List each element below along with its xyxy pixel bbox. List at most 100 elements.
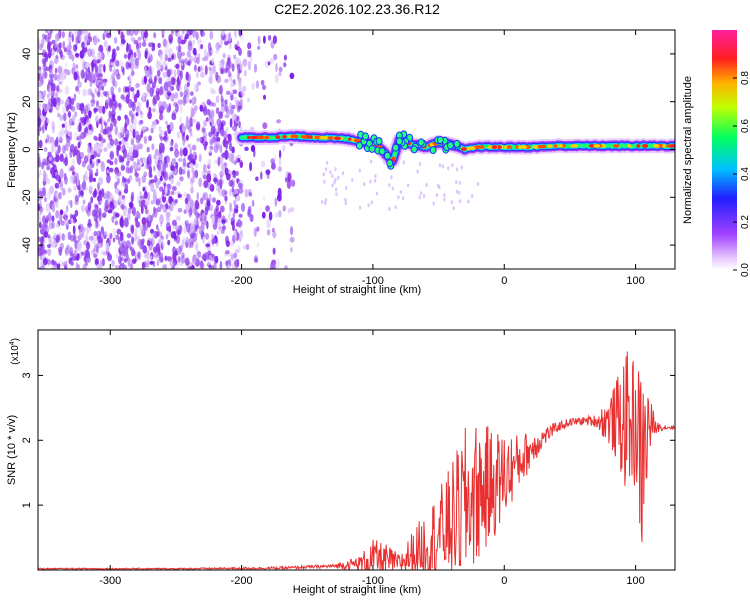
noise-speck (143, 171, 147, 178)
noise-speck (43, 107, 49, 112)
noise-speck (93, 135, 98, 141)
noise-speck (228, 60, 232, 69)
noise-speck (38, 72, 41, 81)
noise-speck (215, 71, 219, 82)
noise-speck (84, 186, 88, 191)
noise-speck (72, 149, 76, 158)
noise-speck (182, 162, 188, 170)
noise-speck (212, 89, 216, 95)
noise-speck (189, 133, 194, 139)
noise-speck (159, 130, 164, 136)
noise-speck (236, 63, 241, 71)
noise-speck (64, 260, 68, 267)
noise-speck (106, 234, 109, 239)
noise-speck (149, 228, 155, 234)
noise-speck (193, 50, 197, 56)
spectrogram-y-tick-label: -40 (21, 237, 33, 253)
noise-speck (97, 136, 103, 142)
noise-speck (290, 179, 296, 187)
noise-speck (74, 111, 78, 118)
noise-speck (214, 255, 219, 264)
noise-speck (96, 264, 101, 269)
noise-speck (126, 233, 132, 239)
noise-speck (108, 110, 112, 119)
noise-speck (103, 147, 108, 152)
noise-speck (73, 234, 77, 243)
noise-speck (91, 162, 95, 169)
noise-speck (216, 199, 221, 206)
noise-speck (102, 91, 108, 96)
snr-scale-factor: (x104) (9, 338, 21, 365)
noise-speck (215, 49, 220, 54)
noise-speck (122, 139, 126, 146)
signal-hotspot (517, 145, 524, 149)
noise-speck (144, 208, 149, 215)
noise-speck (101, 85, 105, 91)
noise-speck (44, 217, 49, 224)
noise-speck (256, 242, 260, 248)
noise-speck (200, 197, 204, 205)
noise-speck (136, 158, 140, 166)
noise-speck (38, 91, 42, 100)
noise-speck (58, 42, 62, 50)
noise-speck (97, 79, 102, 88)
signal-hotspot (300, 135, 308, 139)
noise-speck (165, 203, 168, 210)
noise-speck (136, 101, 142, 108)
noise-speck (41, 33, 45, 40)
noise-speck (151, 46, 155, 52)
noise-speck (89, 185, 93, 192)
noise-speck (194, 224, 198, 232)
noise-speck (263, 94, 266, 100)
noise-speck (370, 200, 374, 205)
noise-speck (42, 170, 47, 179)
noise-speck (175, 63, 180, 70)
noise-speck (164, 66, 168, 71)
noise-speck (249, 214, 254, 222)
noise-speck (208, 75, 213, 85)
noise-speck (128, 98, 133, 109)
noise-speck (143, 261, 147, 268)
noise-speck (118, 87, 121, 93)
noise-speck (98, 118, 102, 125)
noise-speck (103, 40, 108, 48)
noise-speck (165, 234, 169, 240)
noise-speck (210, 125, 216, 135)
noise-speck (278, 210, 282, 218)
noise-speck (74, 195, 79, 202)
snr-y-tick-label: 2 (21, 437, 33, 443)
noise-speck (186, 50, 191, 57)
noise-speck (162, 189, 166, 196)
noise-speck (54, 40, 58, 49)
noise-speck (180, 103, 183, 114)
noise-speck (373, 178, 377, 183)
noise-speck (204, 65, 208, 76)
noise-speck (190, 91, 194, 96)
noise-speck (162, 38, 167, 48)
noise-speck (470, 194, 474, 199)
noise-speck (149, 260, 154, 265)
noise-speck (86, 257, 90, 263)
noise-speck (367, 203, 370, 208)
noise-speck (70, 165, 75, 172)
noise-speck (200, 44, 204, 50)
noise-speck (195, 31, 199, 40)
noise-speck (85, 205, 90, 214)
noise-speck (168, 202, 174, 212)
noise-speck (133, 39, 139, 45)
noise-speck (236, 178, 239, 184)
noise-speck (171, 186, 177, 191)
noise-speck (205, 243, 211, 248)
noise-speck (205, 109, 210, 116)
noise-speck (123, 53, 128, 59)
noise-speck (73, 93, 77, 102)
noise-speck (129, 30, 135, 37)
noise-speck (95, 220, 99, 228)
noise-speck (68, 123, 72, 131)
noise-speck (78, 122, 82, 133)
signal-blob (392, 143, 400, 152)
noise-speck (45, 37, 50, 42)
noise-speck (324, 167, 328, 172)
noise-speck (147, 111, 152, 120)
